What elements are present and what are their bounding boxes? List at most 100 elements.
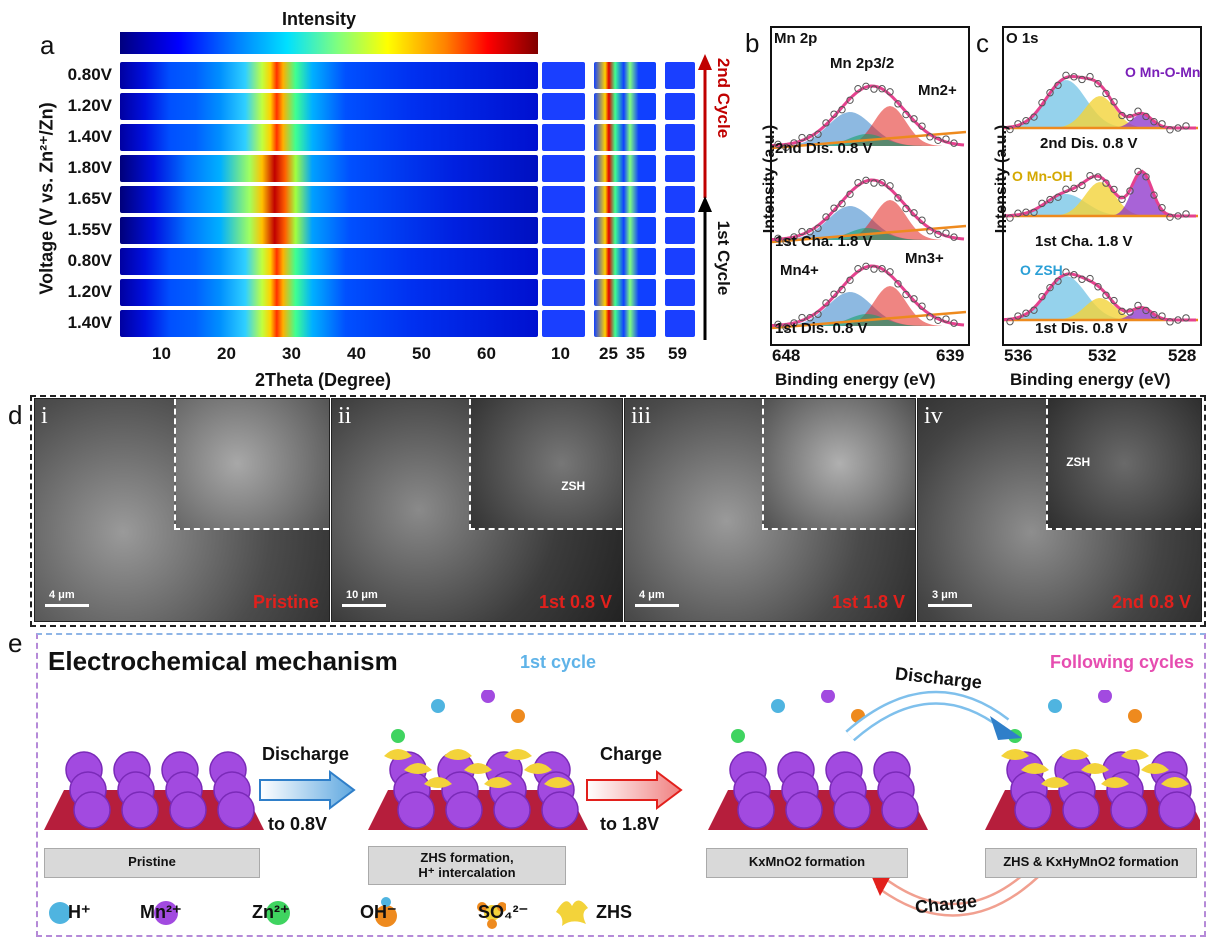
data-point	[1038, 99, 1046, 107]
zoom-tick: 59	[668, 344, 687, 363]
zoom-strip	[665, 279, 695, 306]
data-point	[846, 190, 854, 198]
mno2-sphere	[1158, 791, 1196, 829]
cycle2-label: 2nd Cycle	[714, 57, 733, 139]
x-tick: 30	[282, 344, 301, 363]
data-point	[1134, 301, 1142, 310]
legend-h: H⁺	[68, 902, 91, 922]
data-point	[1150, 117, 1158, 126]
ion	[1128, 709, 1142, 723]
o-mnoh-fill	[1054, 96, 1154, 128]
sem-4-index: iv	[924, 403, 943, 429]
data-point	[774, 140, 782, 149]
data-point	[1118, 195, 1126, 203]
data-point	[1062, 71, 1070, 80]
zhs-flake	[504, 749, 532, 760]
x-tick: 60	[477, 344, 496, 363]
o-mnoh-fill	[1054, 182, 1154, 216]
data-point	[798, 227, 806, 236]
heatmap-strip	[120, 217, 538, 244]
colorbar	[120, 32, 538, 54]
data-point	[846, 276, 854, 284]
legend-oh: OH⁻	[360, 902, 397, 922]
data-point	[838, 105, 846, 114]
c-trace-1: 2nd Dis. 0.8 V	[1040, 135, 1138, 152]
data-point	[1166, 213, 1174, 221]
data-point	[942, 229, 950, 237]
zoom-strip	[594, 124, 656, 151]
electrode-stages	[44, 690, 1200, 830]
panel-c-title: O 1s	[1006, 30, 1039, 47]
legend-mn: Mn²⁺	[140, 902, 182, 922]
zoom-strip	[542, 62, 585, 89]
first-cycle-label: 1st cycle	[520, 652, 597, 672]
zoom-strip	[665, 93, 695, 120]
data-point	[1006, 317, 1014, 326]
panel-c-label: c	[976, 28, 989, 58]
data-point	[926, 313, 934, 321]
ion	[391, 729, 405, 743]
data-point	[814, 310, 822, 318]
b-trace-2: 1st Cha. 1.8 V	[775, 233, 873, 250]
o-mnomn-fill	[1104, 172, 1184, 216]
data-point	[1070, 184, 1078, 193]
zhs-flake	[464, 763, 492, 774]
zoom-strip	[594, 279, 656, 306]
data-point	[1158, 120, 1166, 128]
data-point	[1166, 126, 1174, 134]
data-point	[886, 182, 894, 190]
colorbar-title: Intensity	[282, 9, 357, 29]
data-point	[1102, 179, 1110, 187]
c-trace-2: 1st Cha. 1.8 V	[1035, 233, 1133, 250]
zsh-label-4: ZSH	[1066, 455, 1091, 469]
sem-inset-1	[174, 399, 329, 530]
ion	[1098, 690, 1112, 703]
x-tick: 40	[347, 344, 366, 363]
data-point	[854, 85, 862, 93]
mn4-label: Mn4+	[780, 262, 819, 279]
mno2-sphere	[1062, 791, 1100, 829]
data-point	[806, 314, 814, 322]
xps-mn-plot	[772, 82, 966, 332]
data-point	[1118, 307, 1126, 315]
data-point	[1062, 185, 1070, 193]
data-point	[886, 268, 894, 276]
data-point	[774, 234, 782, 243]
data-point	[822, 119, 830, 127]
sem-inset-2: ZSH	[469, 399, 622, 530]
data-point	[1158, 312, 1166, 320]
data-point	[1094, 283, 1102, 291]
data-point	[878, 85, 886, 93]
c-xtick-528: 528	[1168, 346, 1197, 365]
data-point	[902, 204, 910, 213]
x-tick: 20	[217, 344, 236, 363]
panel-c-xlabel: Binding energy (eV)	[1010, 370, 1171, 389]
data-point	[886, 88, 894, 96]
panel-d-frame	[30, 395, 1206, 627]
cycle-discharge-arrow	[845, 690, 1022, 742]
mno2-sphere	[785, 791, 823, 829]
data-point	[1054, 277, 1062, 285]
data-point	[910, 209, 918, 217]
data-point	[1118, 111, 1126, 120]
caption-zhs-line2: H⁺ intercalation	[418, 865, 516, 880]
sem-image-1: i 4 μm Pristine	[34, 398, 330, 622]
zoom-strip	[594, 62, 656, 89]
data-point	[902, 110, 910, 119]
sem-4-scale: 3 μm	[932, 589, 958, 601]
data-point	[862, 176, 870, 185]
zoom-strip	[542, 155, 585, 182]
scale-bar	[45, 604, 89, 607]
discharge-label: Discharge	[262, 744, 350, 764]
data-point	[878, 179, 886, 187]
data-point	[894, 280, 902, 288]
mn2-label: Mn2+	[918, 82, 957, 99]
mno2-sphere	[445, 791, 483, 829]
mn4-fill	[792, 112, 922, 146]
data-point	[806, 134, 814, 142]
sem-inset-4: ZSH	[1046, 399, 1201, 530]
charge-label: Charge	[600, 744, 663, 764]
data-point	[1014, 312, 1022, 320]
sem-1-index: i	[41, 403, 48, 429]
data-point	[1110, 185, 1118, 194]
